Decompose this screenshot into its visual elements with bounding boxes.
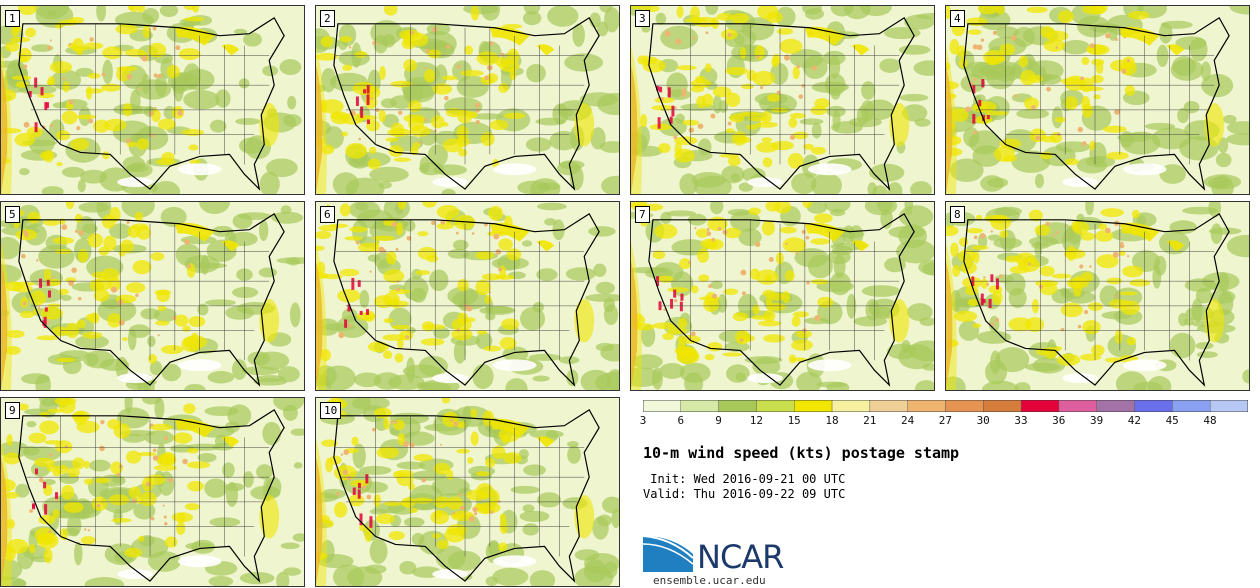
map-stamp-4: 4: [945, 5, 1250, 195]
map-stamp-1: 1: [0, 5, 305, 195]
stamp-number-label: 3: [635, 10, 650, 27]
stamp-number-label: 5: [5, 206, 20, 223]
colorbar-segment: [718, 400, 757, 412]
colorbar-tick-label: 36: [1052, 414, 1066, 427]
colorbar-tick-label: 3: [639, 414, 647, 427]
stamp-number-label: 2: [320, 10, 335, 27]
colorbar-tick-label: 9: [715, 414, 722, 427]
map-stamp-7: 7: [630, 201, 935, 391]
colorbar-segment: [1209, 400, 1248, 412]
valid-time: Valid: Thu 2016-09-22 09 UTC: [643, 487, 846, 501]
wind-speed-colorbar: [643, 400, 1248, 412]
stamp-number-label: 8: [950, 206, 965, 223]
logo-url: ensemble.ucar.edu: [653, 574, 766, 587]
colorbar-tick-label: 39: [1089, 414, 1104, 427]
map-stamp-3: 3: [630, 5, 935, 195]
colorbar-tick-label: 33: [1014, 414, 1028, 427]
map-stamp-10: 10: [315, 397, 620, 587]
stamp-number-label: 1: [5, 10, 20, 27]
colorbar-tick-label: 18: [825, 414, 839, 427]
colorbar-segment: [680, 400, 719, 412]
init-time: Init: Wed 2016-09-21 00 UTC: [643, 472, 846, 486]
map-stamp-2: 2: [315, 5, 620, 195]
colorbar-segment: [1058, 400, 1097, 412]
stamp-number-label: 6: [320, 206, 335, 223]
logo-text: NCAR: [697, 538, 784, 576]
colorbar-tick-label: 45: [1165, 414, 1179, 427]
colorbar-segment: [1096, 400, 1135, 412]
colorbar-tick-label: 48: [1203, 414, 1217, 427]
stamp-number-label: 7: [635, 206, 650, 223]
colorbar-tick-label: 15: [787, 414, 801, 427]
map-stamp-8: 8: [945, 201, 1250, 391]
colorbar-tick-label: 12: [749, 414, 764, 427]
colorbar-segment: [794, 400, 833, 412]
stamp-number-label: 10: [320, 402, 342, 419]
colorbar-tick-label: 30: [976, 414, 990, 427]
chart-title: 10-m wind speed (kts) postage stamp: [643, 444, 960, 462]
colorbar-tick-label: 6: [677, 414, 685, 427]
map-stamp-9: 9: [0, 397, 305, 587]
colorbar-segment: [756, 400, 795, 412]
colorbar-tick-label: 24: [900, 414, 915, 427]
colorbar-segment: [869, 400, 908, 412]
colorbar-tick-label: 21: [863, 414, 877, 427]
map-stamp-5: 5: [0, 201, 305, 391]
map-stamp-6: 6: [315, 201, 620, 391]
stamp-number-label: 4: [950, 10, 965, 27]
ncar-logo-icon: [643, 535, 694, 572]
colorbar-segment: [945, 400, 984, 412]
colorbar-segment: [831, 400, 871, 412]
colorbar-segment: [1020, 400, 1060, 412]
stamp-number-label: 9: [5, 402, 20, 419]
colorbar-tick-label: 42: [1127, 414, 1142, 427]
colorbar-segment: [983, 400, 1022, 412]
colorbar-segment: [1134, 400, 1173, 412]
colorbar-tick-label: 27: [938, 414, 953, 427]
colorbar-segment: [643, 400, 682, 412]
colorbar-segment: [1172, 400, 1211, 412]
colorbar-segment: [907, 400, 946, 412]
